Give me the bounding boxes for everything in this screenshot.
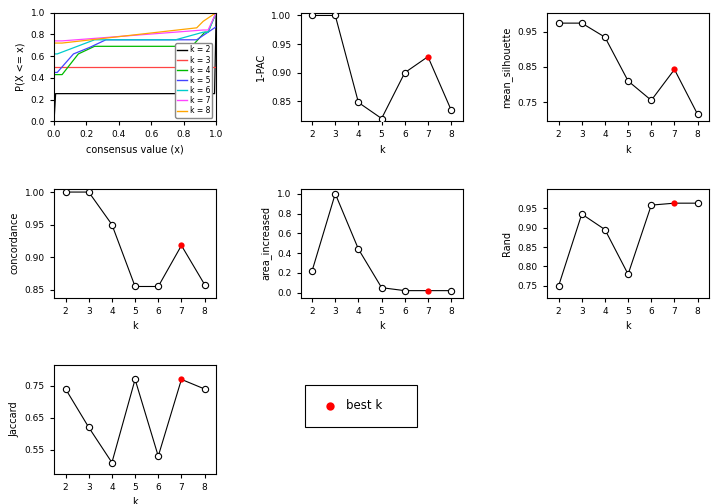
Y-axis label: Jaccard: Jaccard — [9, 402, 19, 437]
Y-axis label: 1-PAC: 1-PAC — [256, 53, 266, 81]
X-axis label: k: k — [379, 321, 384, 331]
Y-axis label: area_increased: area_increased — [261, 206, 271, 280]
X-axis label: k: k — [132, 321, 138, 331]
Y-axis label: Rand: Rand — [503, 231, 513, 256]
Y-axis label: P(X <= x): P(X <= x) — [15, 43, 25, 91]
X-axis label: consensus value (x): consensus value (x) — [86, 145, 184, 155]
X-axis label: k: k — [379, 145, 384, 155]
X-axis label: k: k — [625, 321, 631, 331]
Y-axis label: concordance: concordance — [9, 212, 19, 274]
Legend: k = 2, k = 3, k = 4, k = 5, k = 6, k = 7, k = 8: k = 2, k = 3, k = 4, k = 5, k = 6, k = 7… — [175, 43, 212, 117]
X-axis label: k: k — [625, 145, 631, 155]
Y-axis label: mean_silhouette: mean_silhouette — [501, 26, 513, 108]
Text: best k: best k — [346, 399, 382, 412]
X-axis label: k: k — [132, 497, 138, 504]
FancyBboxPatch shape — [305, 385, 418, 427]
